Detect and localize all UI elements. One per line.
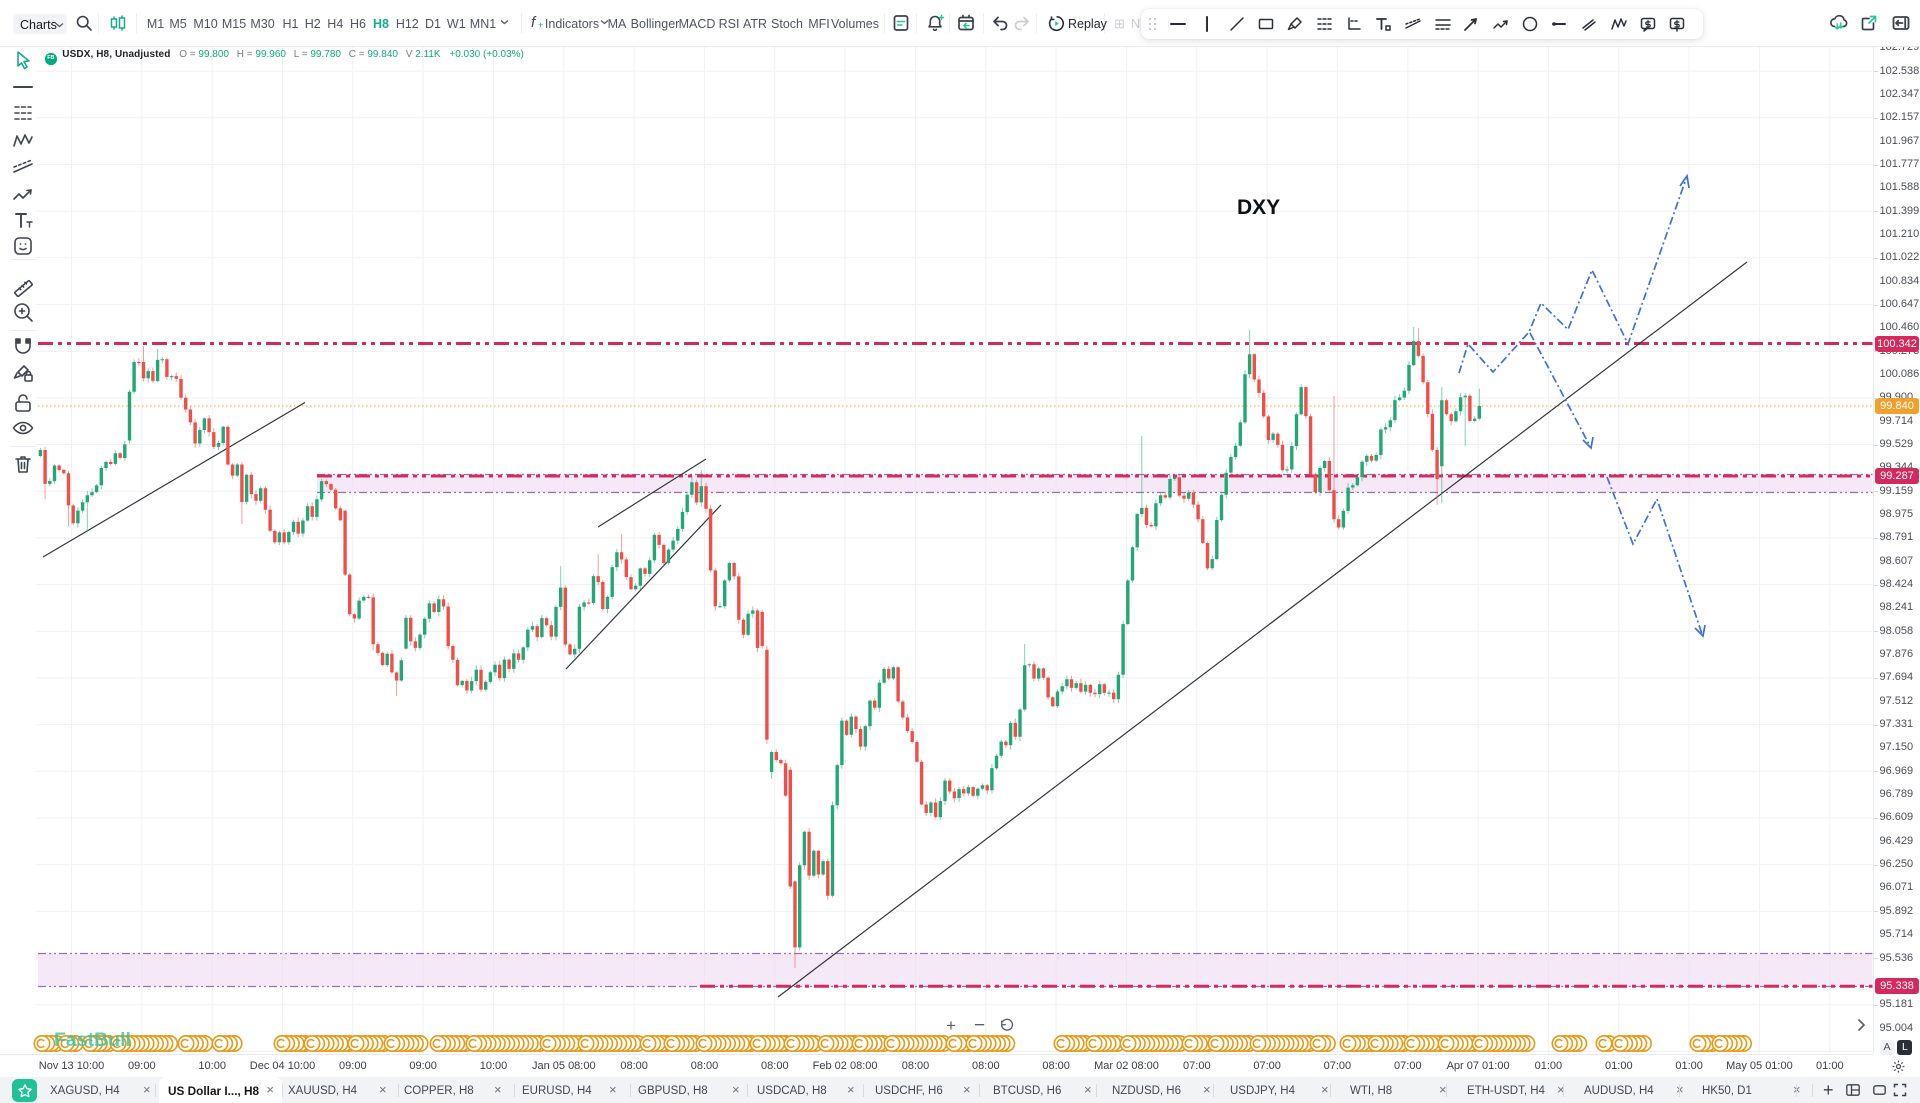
svg-text:DXY: DXY — [1237, 196, 1280, 219]
svg-text:FastBull: FastBull — [54, 1029, 131, 1051]
